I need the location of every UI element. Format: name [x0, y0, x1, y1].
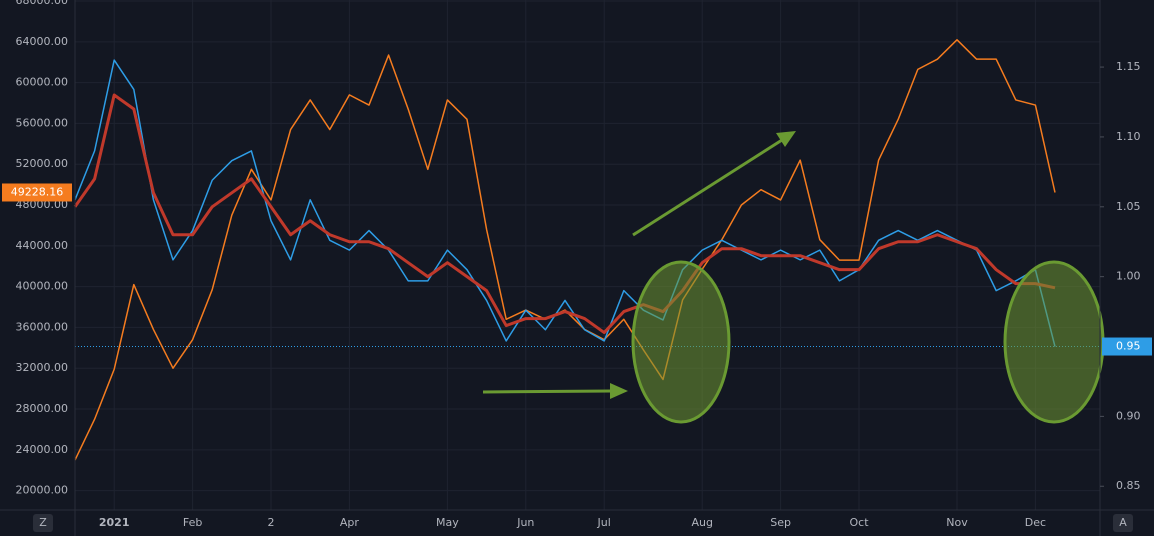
y-tick-label: 44000.00	[16, 239, 69, 252]
button-label[interactable]: A	[1119, 516, 1127, 529]
y-tick-label: 60000.00	[16, 76, 69, 89]
x-tick-label: Aug	[691, 516, 712, 529]
y2-tick-label: 1.10	[1116, 130, 1141, 143]
y-tick-label: 52000.00	[16, 157, 69, 170]
arrow	[632, 138, 783, 237]
x-tick-label: Apr	[340, 516, 360, 529]
x-tick-label: May	[436, 516, 459, 529]
button[interactable]	[1113, 514, 1133, 532]
x-axis-bar	[0, 510, 1154, 536]
highlight-ellipse	[1003, 260, 1105, 424]
x-tick-label: Jun	[516, 516, 534, 529]
series-line	[74, 59, 1056, 347]
y2-tick-label: 0.85	[1116, 479, 1141, 492]
y-tick-label: 36000.00	[16, 320, 69, 333]
series-line	[74, 39, 1056, 461]
arrow-head	[776, 131, 796, 147]
arrow	[482, 389, 613, 394]
y2-tick-label: 1.05	[1116, 200, 1141, 213]
grid	[75, 0, 1100, 510]
y-tick-label: 32000.00	[16, 361, 69, 374]
price-tag	[1102, 337, 1152, 356]
price-tag	[2, 183, 72, 202]
x-tick-label: Sep	[770, 516, 791, 529]
y-tick-label: 24000.00	[16, 443, 69, 456]
annotations	[482, 131, 1105, 424]
button[interactable]	[33, 514, 53, 532]
x-tick-label: 2	[268, 516, 275, 529]
y-tick-label: 56000.00	[16, 116, 69, 129]
x-tick-label: 2021	[99, 516, 130, 529]
y2-tick-label: 1.00	[1116, 270, 1141, 283]
x-tick-label: Oct	[849, 516, 869, 529]
y-tick-label: 20000.00	[16, 484, 69, 497]
x-tick-label: Nov	[946, 516, 968, 529]
y-tick-label: 40000.00	[16, 280, 69, 293]
y-tick-label: 68000.00	[16, 0, 69, 7]
y-tick-label: 64000.00	[16, 35, 69, 48]
y2-tick-label: 1.15	[1116, 60, 1141, 73]
y-tick-label: 28000.00	[16, 402, 69, 415]
x-tick-label: Feb	[183, 516, 202, 529]
series-line	[73, 93, 1056, 335]
button-label[interactable]: Z	[39, 516, 47, 529]
arrow-head	[610, 383, 628, 399]
price-tag-label: 0.95	[1116, 340, 1141, 353]
y2-tick-label: 0.90	[1116, 409, 1141, 422]
x-tick-label: Dec	[1025, 516, 1046, 529]
price-tag-label: 49228.16	[11, 185, 64, 198]
highlight-ellipse	[631, 260, 731, 424]
plot-area	[73, 39, 1100, 461]
x-tick-label: Jul	[597, 516, 611, 529]
